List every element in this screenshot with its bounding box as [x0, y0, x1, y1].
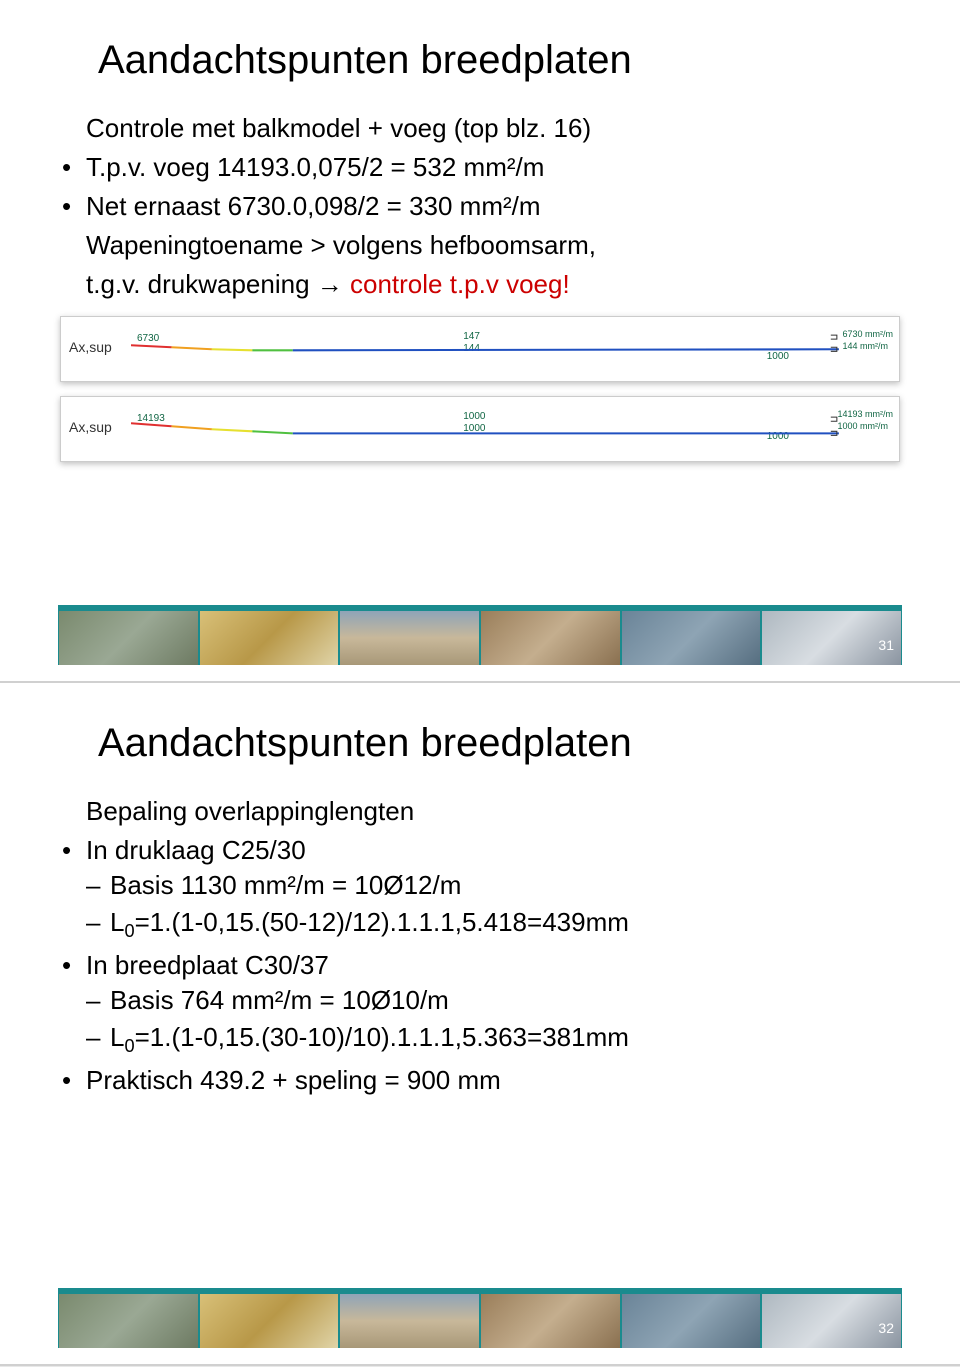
footer-thumb	[340, 611, 479, 665]
footer-thumb	[200, 1294, 339, 1348]
footer-thumb	[481, 611, 620, 665]
chart-1-ylabel: Ax,sup	[69, 339, 112, 355]
footer-thumb	[481, 1294, 620, 1348]
bullet-2-text: In breedplaat C30/37	[86, 950, 329, 980]
footer-band	[58, 1288, 902, 1348]
chart-2-svg	[131, 403, 839, 458]
slide-content: Bepaling overlappinglengten In druklaag …	[58, 794, 902, 1098]
footer-thumb	[622, 611, 761, 665]
chart-2-rightnums: 14193 mm²/m 1000 mm²/m	[837, 409, 893, 432]
page-number: 31	[878, 637, 894, 653]
footer-thumb	[622, 1294, 761, 1348]
line-3a: Wapeningtoename > volgens hefboomsarm,	[58, 228, 902, 263]
slide-title: Aandachtspunten breedplaten	[98, 38, 902, 83]
page-number: 32	[878, 1320, 894, 1336]
bullet-1: In druklaag C25/30 Basis 1130 mm²/m = 10…	[58, 833, 902, 944]
chart-1-right1: 6730 mm²/m	[842, 329, 893, 341]
slide-title: Aandachtspunten breedplaten	[98, 721, 902, 766]
sub-1-2: L0=1.(1-0,15.(50-12)/12).1.1.1,5.418=439…	[86, 905, 902, 944]
bullet-1-text: In druklaag C25/30	[86, 835, 306, 865]
chart-1-rightnums: 6730 mm²/m 144 mm²/m	[842, 329, 893, 352]
bullet-1: T.p.v. voeg 14193.0,075/2 = 532 mm²/m	[58, 150, 902, 185]
slide-31: Aandachtspunten breedplaten Controle met…	[0, 0, 960, 683]
chart-1-svg	[131, 323, 839, 378]
slide-content: Controle met balkmodel + voeg (top blz. …	[58, 111, 902, 302]
chart-1-right2: 144 mm²/m	[842, 341, 893, 353]
footer-thumb	[59, 1294, 198, 1348]
chart-2-ylabel-text: Ax,sup	[69, 419, 112, 435]
line-3b-red: controle t.p.v voeg!	[350, 269, 570, 299]
footer-band	[58, 605, 902, 665]
footer-thumb	[59, 611, 198, 665]
bullet-3: Praktisch 439.2 + speling = 900 mm	[58, 1063, 902, 1098]
intro-line: Bepaling overlappinglengten	[58, 794, 902, 829]
sub-2-2: L0=1.(1-0,15.(30-10)/10).1.1.1,5.363=381…	[86, 1020, 902, 1059]
intro-line: Controle met balkmodel + voeg (top blz. …	[58, 111, 902, 146]
chart-2-ylabel: Ax,sup	[69, 419, 112, 435]
bullet-2: Net ernaast 6730.0,098/2 = 330 mm²/m	[58, 189, 902, 224]
slide-32: Aandachtspunten breedplaten Bepaling ove…	[0, 683, 960, 1366]
chart-1-ylabel-text: Ax,sup	[69, 339, 112, 355]
sub-2-1: Basis 764 mm²/m = 10Ø10/m	[86, 983, 902, 1018]
chart-2-right2: 1000 mm²/m	[837, 421, 893, 433]
footer-thumb	[200, 611, 339, 665]
chart-1: Ax,sup 6730 147 144 1000 6730 mm²/m 144 …	[60, 316, 900, 382]
line-3b: t.g.v. drukwapening → controle t.p.v voe…	[58, 267, 902, 302]
footer-thumb	[340, 1294, 479, 1348]
line-3b-black: t.g.v. drukwapening →	[86, 269, 350, 299]
sub-1-1: Basis 1130 mm²/m = 10Ø12/m	[86, 868, 902, 903]
bullet-2: In breedplaat C30/37 Basis 764 mm²/m = 1…	[58, 948, 902, 1059]
chart-2: Ax,sup 14193 1000 1000 1000 14193 mm²/m …	[60, 396, 900, 462]
chart-2-right1: 14193 mm²/m	[837, 409, 893, 421]
